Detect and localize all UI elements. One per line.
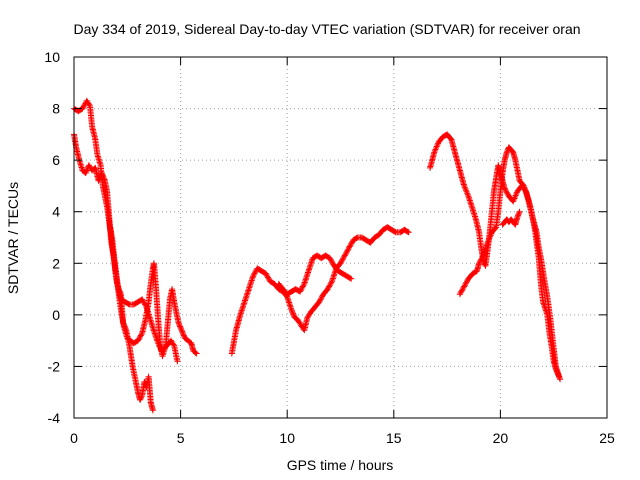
x-axis-label: GPS time / hours xyxy=(287,457,394,473)
x-axis-ticks: 0 5 10 15 20 25 xyxy=(70,57,615,446)
x-tick-label: 25 xyxy=(599,430,615,446)
y-tick-label: 10 xyxy=(44,49,60,65)
plot-frame xyxy=(73,56,608,419)
y-tick-label: 4 xyxy=(52,204,60,220)
series-track-3 xyxy=(107,224,156,414)
x-tick-label: 10 xyxy=(279,430,295,446)
series-track-7 xyxy=(456,144,564,383)
y-tick-label: 8 xyxy=(52,101,60,117)
y-tick-label: 0 xyxy=(52,307,60,323)
series-track-4 xyxy=(228,224,412,357)
data-marker-track xyxy=(456,144,564,383)
series-track-5 xyxy=(275,252,355,298)
y-tick-label: -2 xyxy=(48,358,61,374)
data-marker-track xyxy=(107,224,156,414)
data-marker-track xyxy=(275,252,355,298)
y-axis-ticks: -4 -2 0 2 4 6 8 10 xyxy=(44,49,607,426)
data-points xyxy=(71,97,564,414)
x-tick-label: 20 xyxy=(493,430,509,446)
x-tick-label: 5 xyxy=(177,430,185,446)
chart-title: Day 334 of 2019, Sidereal Day-to-day VTE… xyxy=(73,21,580,37)
x-tick-label: 0 xyxy=(70,430,78,446)
y-tick-label: -4 xyxy=(48,410,61,426)
y-axis-label: SDTVAR / TECUs xyxy=(5,182,21,294)
grid xyxy=(74,57,607,418)
y-tick-label: 2 xyxy=(52,255,60,271)
series-track-8 xyxy=(499,208,523,228)
y-tick-label: 6 xyxy=(52,152,60,168)
x-tick-label: 15 xyxy=(386,430,402,446)
data-marker-track xyxy=(228,224,412,357)
data-marker-track xyxy=(499,208,523,228)
